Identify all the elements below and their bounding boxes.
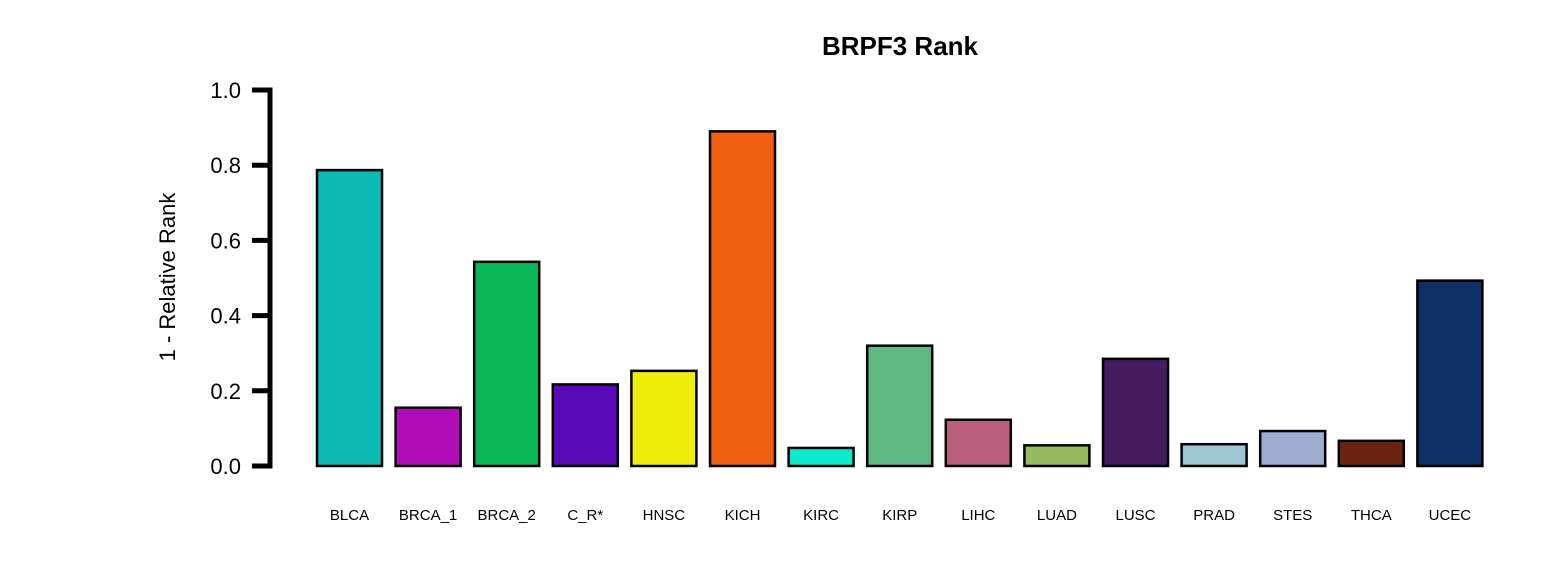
x-tick-label: C_R* — [567, 507, 603, 524]
bar-kich — [708, 130, 777, 468]
bars — [315, 130, 1484, 468]
x-tick-label: UCEC — [1429, 507, 1472, 524]
x-tick-label: BRCA_1 — [399, 507, 457, 524]
x-tick-label: THCA — [1351, 507, 1392, 524]
y-tick-label: 0.8 — [210, 153, 241, 178]
bar-brca-1 — [394, 406, 462, 468]
bar-thca — [1337, 439, 1406, 468]
x-tick-label: KICH — [725, 507, 761, 524]
y-tick-label: 0.6 — [210, 228, 241, 253]
y-axis-label: 1 - Relative Rank — [155, 192, 180, 362]
bar-prad — [1180, 442, 1248, 468]
bar-kirp — [865, 344, 934, 468]
x-tick-label: KIRP — [882, 507, 917, 524]
x-tick-label: LUSC — [1115, 507, 1155, 524]
x-tick-label: PRAD — [1193, 507, 1235, 524]
chart-title: BRPF3 Rank — [822, 31, 979, 61]
bar-kirc — [787, 446, 855, 468]
x-tick-label: STES — [1273, 507, 1312, 524]
x-axis-labels: BLCA BRCA_1 BRCA_2 C_R* HNSC KICH KIRC KIRP LIHC… — [330, 507, 1471, 524]
bar-c-r — [551, 383, 620, 468]
bar-blca — [315, 168, 384, 468]
bar-lusc — [1101, 357, 1170, 468]
bar-lihc — [944, 418, 1013, 468]
y-tick-label: 0.0 — [210, 454, 241, 479]
x-tick-label: BLCA — [330, 507, 369, 524]
x-tick-label: LIHC — [961, 507, 995, 524]
y-tick-label: 0.4 — [210, 304, 241, 329]
y-axis: 0.0 0.2 0.4 0.6 0.8 1.0 — [210, 78, 273, 479]
bar-stes — [1258, 429, 1327, 468]
x-tick-label: LUAD — [1037, 507, 1077, 524]
x-tick-label: KIRC — [803, 507, 839, 524]
bar-ucec — [1416, 279, 1484, 468]
bar-brca-2 — [472, 260, 541, 468]
x-tick-label: BRCA_2 — [478, 507, 536, 524]
x-tick-label: HNSC — [643, 507, 686, 524]
bar-hnsc — [630, 369, 698, 468]
y-tick-label: 0.2 — [210, 379, 241, 404]
bar-luad — [1023, 444, 1091, 468]
y-tick-label: 1.0 — [210, 78, 241, 103]
